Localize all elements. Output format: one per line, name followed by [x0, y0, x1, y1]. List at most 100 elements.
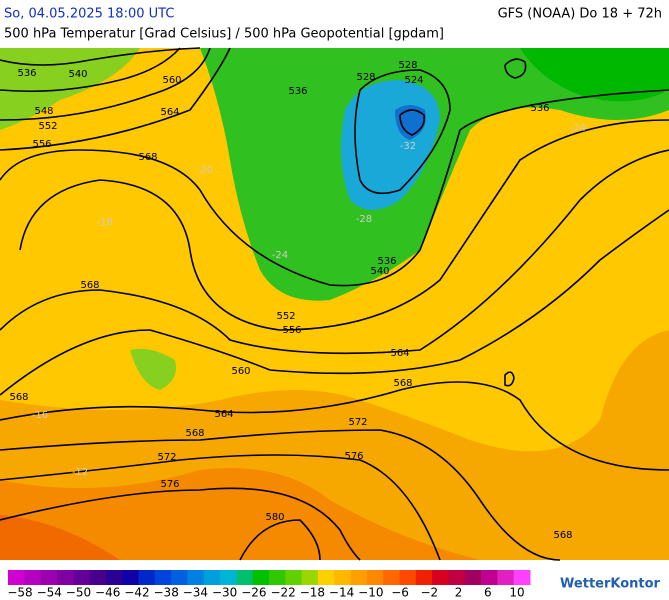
colorbar-swatch [481, 570, 498, 585]
subtitle: 500 hPa Temperatur [Grad Celsius] / 500 … [4, 27, 444, 42]
colorbar-label: −46 [95, 586, 120, 600]
field-orange [0, 468, 480, 560]
colorbar-label: −30 [212, 586, 237, 600]
contour-label: 536 [17, 68, 36, 79]
contour-label: 572 [157, 452, 176, 463]
colorbar-label: −14 [329, 586, 354, 600]
contour-label: 560 [231, 366, 250, 377]
colorbar-swatch [415, 570, 433, 585]
contour-label: 580 [265, 512, 284, 523]
colorbar-swatch [171, 570, 188, 585]
temperature-label: -16 [97, 217, 113, 228]
colorbar-label: −10 [358, 586, 383, 600]
colorbar-swatch [269, 570, 286, 585]
colorbar-label: −50 [66, 586, 91, 600]
colorbar-swatch [350, 570, 368, 585]
contour-label: 540 [68, 69, 87, 80]
geopotential-contour [504, 58, 527, 79]
colorbar-swatch [8, 570, 25, 585]
colorbar-swatch [317, 570, 335, 585]
geopotential-contour [0, 487, 361, 561]
colorbar-swatch [383, 570, 400, 585]
colorbar-swatch [497, 570, 515, 585]
colorbar-swatch [301, 570, 319, 585]
colorbar-swatch [73, 570, 91, 585]
colorbar-swatch [252, 570, 270, 585]
geopotential-contour [0, 454, 441, 561]
contour-label: 552 [38, 121, 57, 132]
geopotential-contour [239, 519, 321, 561]
contour-label: 564 [214, 409, 233, 420]
temperature-label: -24 [272, 250, 288, 261]
contour-label: 556 [282, 325, 301, 336]
colorbar-swatch [122, 570, 139, 585]
colorbar-label: −26 [241, 586, 266, 600]
geopotential-contour [399, 109, 426, 136]
contour-label: 536 [377, 256, 396, 267]
colorbar-label: 6 [484, 586, 492, 600]
contour-label: 564 [390, 348, 409, 359]
geopotential-contour [504, 371, 515, 387]
colorbar-swatch [220, 570, 237, 585]
colorbar-label: −22 [270, 586, 295, 600]
geopotential-contour [0, 149, 669, 355]
contour-label: 568 [393, 378, 412, 389]
colorbar-swatch [448, 570, 466, 585]
contour-label: 556 [32, 139, 51, 150]
contour-label: 572 [348, 417, 367, 428]
contour-label: 536 [288, 86, 307, 97]
contour-label: 568 [553, 530, 572, 541]
colorbar-swatch [285, 570, 303, 585]
colorbar-swatch [366, 570, 384, 585]
colorbar-label: −2 [420, 586, 438, 600]
field-spot [130, 348, 176, 390]
colorbar-swatch [432, 570, 449, 585]
contour-label: 540 [370, 266, 389, 277]
colorbar-swatch [40, 570, 58, 585]
contour-label: 568 [80, 280, 99, 291]
contour-label: 568 [185, 428, 204, 439]
colorbar-swatch [399, 570, 417, 585]
geopotential-contour [0, 47, 201, 66]
colorbar-label: −38 [154, 586, 179, 600]
field-darkorange [0, 515, 120, 560]
field-green [200, 48, 669, 301]
temperature-label: -12 [72, 467, 88, 478]
contour-label: 576 [344, 451, 363, 462]
geopotential-contour [0, 429, 561, 561]
temperature-label: -16 [32, 410, 48, 421]
colorbar-swatch [56, 570, 74, 585]
temperature-label: -24 [570, 123, 586, 134]
colorbar-swatch [24, 570, 42, 585]
contour-label: 552 [276, 311, 295, 322]
colorbar-swatch [236, 570, 254, 585]
colorbar-swatch [513, 570, 531, 585]
field-darkgreen [520, 48, 669, 102]
colorbar-swatch [105, 570, 123, 585]
contour-label: 536 [530, 103, 549, 114]
temperature-label: -28 [356, 214, 372, 225]
geopotential-contour [0, 47, 231, 151]
colorbar-label: 2 [455, 586, 463, 600]
colorbar-swatch [138, 570, 156, 585]
contour-label: 528 [356, 72, 375, 83]
contour-label: 528 [398, 60, 417, 71]
colorbar-label: −6 [391, 586, 409, 600]
colorbar-swatch [203, 570, 221, 585]
geopotential-contour [354, 69, 451, 195]
colorbar-swatch [334, 570, 352, 585]
geopotential-contour [0, 47, 181, 93]
colorbar-label: −54 [37, 586, 62, 600]
date: So, 04.05.2025 18:00 UTC [4, 7, 174, 22]
map-area: 536 5405485525565605645685685685285285245… [0, 47, 669, 561]
temperature-label: -20 [197, 165, 213, 176]
geopotential-contour [0, 47, 211, 121]
colorbar-label: −42 [124, 586, 149, 600]
colorbar-label: −18 [300, 586, 325, 600]
contour-label: 524 [404, 75, 423, 86]
contour-label: 568 [9, 392, 28, 403]
colorbar-swatch [154, 570, 172, 585]
brand: WetterKontor [560, 577, 661, 592]
